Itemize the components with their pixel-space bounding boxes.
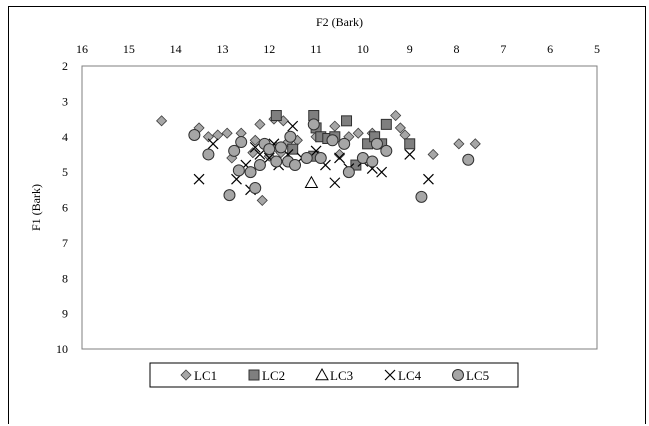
lc2-point (350, 159, 362, 171)
lc5-point (326, 134, 339, 147)
lc5-point (289, 159, 302, 172)
y-axis-ticks: 2 3 4 5 6 7 8 9 10 (56, 59, 68, 356)
lc1-point (329, 120, 341, 132)
lc5-point (342, 166, 355, 179)
lc4-point (207, 138, 219, 150)
lc4-point (193, 173, 205, 185)
lc4-point (334, 152, 345, 164)
x-tick-label: 8 (454, 42, 460, 56)
lc5-point (366, 155, 379, 168)
lc5-point (188, 128, 201, 141)
lc1-point (394, 122, 406, 134)
lc1-point (221, 127, 233, 139)
lc1-point (469, 138, 481, 150)
lc1-point (249, 134, 261, 146)
y-tick-label: 4 (62, 130, 68, 144)
y-tick-label: 8 (62, 271, 68, 285)
lc5-point (314, 151, 327, 164)
y-tick-label: 10 (56, 342, 68, 356)
plot-border (81, 65, 598, 350)
lc1-point (333, 148, 346, 161)
lc1-point (202, 131, 214, 143)
y-axis-title: F1 (Bark) (29, 184, 43, 231)
lc5-point (338, 137, 351, 150)
x-tick-label: 13 (216, 42, 228, 56)
legend-label-lc2: LC2 (262, 368, 285, 383)
plot-area (81, 65, 598, 350)
x-axis-title: F2 (Bark) (316, 15, 363, 29)
legend-label-lc3: LC3 (330, 368, 353, 383)
legend-marker-lc5 (452, 369, 464, 381)
lc5-point (307, 118, 320, 131)
lc5-point (253, 159, 266, 172)
x-tick-label: 15 (123, 42, 135, 56)
lc5-point (370, 137, 383, 150)
lc1-point (156, 115, 168, 127)
lc5-point (249, 182, 262, 195)
data-points (156, 109, 481, 206)
lc5-point (270, 155, 283, 168)
legend-marker-lc4 (384, 369, 396, 381)
y-tick-label: 6 (62, 201, 68, 215)
lc4-point (329, 177, 341, 189)
x-tick-label: 7 (500, 42, 506, 56)
lc5-point (462, 153, 475, 166)
x-tick-label: 11 (310, 42, 322, 56)
figure-frame (8, 6, 646, 424)
lc4-point (423, 173, 434, 185)
lc5-point (415, 190, 428, 203)
lc5-point (228, 144, 241, 157)
lc5-point (380, 144, 393, 157)
lc2-point (270, 110, 282, 122)
lc4-point (254, 149, 266, 160)
legend-label-lc5: LC5 (466, 368, 489, 383)
lc1-point (453, 138, 465, 150)
legend-label-lc1: LC1 (194, 368, 217, 383)
legend-marker-lc2 (248, 369, 260, 381)
lc1-point (352, 127, 364, 139)
y-tick-label: 5 (62, 165, 68, 179)
x-tick-label: 9 (407, 42, 413, 56)
lc5-point (223, 189, 236, 202)
lc5-point (263, 143, 276, 156)
lc5-point (274, 141, 287, 154)
lc5-point (202, 148, 215, 161)
lc3-point (304, 175, 319, 189)
lc4-point (249, 141, 261, 153)
x-tick-label: 12 (263, 42, 275, 56)
legend-label-lc4: LC4 (398, 368, 422, 383)
lc1-point (254, 118, 266, 130)
lc4-point (376, 166, 388, 178)
legend-marker-lc1 (180, 369, 192, 381)
x-tick-label: 10 (357, 42, 369, 56)
y-tick-label: 3 (62, 94, 68, 108)
x-tick-label: 16 (76, 42, 88, 56)
x-axis-ticks: 16 15 14 13 12 11 10 9 8 7 6 5 (76, 42, 600, 56)
lc5-point (235, 136, 248, 149)
lc5-point (244, 166, 257, 179)
lc2-point (341, 115, 353, 127)
legend-marker-lc3 (315, 367, 329, 381)
lc1-point (256, 194, 268, 206)
x-tick-label: 6 (547, 42, 553, 56)
lc1-point (390, 109, 402, 122)
lc2-point (404, 138, 416, 150)
lc1-point (427, 148, 439, 161)
lc4-point (287, 120, 299, 132)
lc2-point (380, 118, 392, 130)
y-tick-label: 9 (62, 307, 68, 321)
x-tick-label: 14 (170, 42, 182, 56)
lc5-point (300, 151, 313, 164)
y-tick-label: 2 (62, 59, 68, 73)
y-tick-label: 7 (62, 236, 68, 250)
lc4-point (404, 149, 416, 160)
x-tick-label: 5 (594, 42, 600, 56)
lc5-point (232, 164, 245, 177)
lc5-point (284, 130, 297, 143)
legend: LC1 LC2 LC3 LC4 LC5 (149, 362, 519, 388)
